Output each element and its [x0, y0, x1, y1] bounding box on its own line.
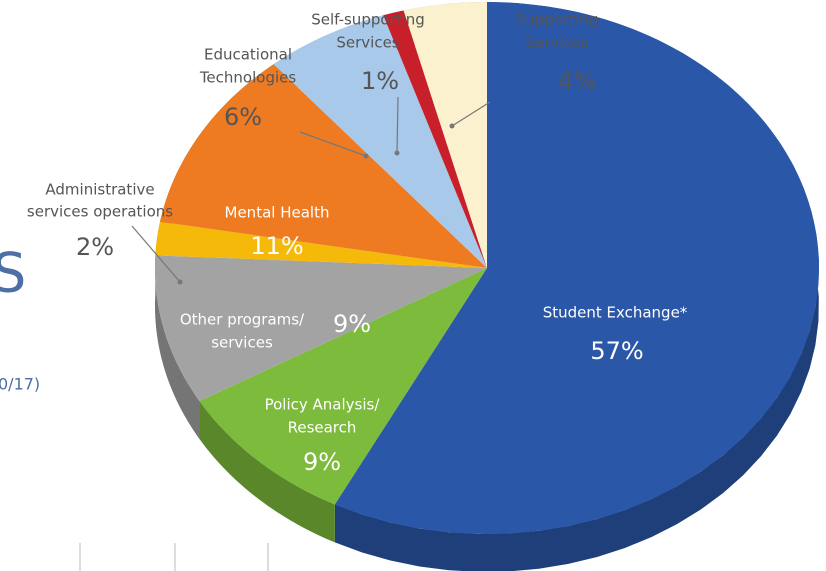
leader-dot	[177, 279, 183, 285]
slice-side	[199, 401, 335, 543]
slice-label: Technologies	[199, 69, 297, 87]
value-label: 9%	[303, 448, 341, 476]
slice-label: Services	[525, 34, 588, 52]
slice-label: Supporting	[516, 11, 599, 29]
slice	[383, 10, 487, 269]
labels: Student Exchange* 57% Policy Analysis/Rese…	[27, 11, 688, 477]
leader-line	[451, 101, 491, 127]
slice	[334, 2, 819, 534]
value-label: 4%	[558, 67, 596, 95]
background-text: 0/17)	[0, 375, 40, 394]
slice-label: Policy Analysis/	[265, 396, 381, 414]
value-label: 2%	[76, 233, 114, 261]
value-label: 6%	[224, 103, 262, 131]
leader-dot	[449, 123, 455, 129]
slice-label: services operations	[27, 203, 173, 221]
value-label: 1%	[361, 67, 399, 95]
value-label: 11%	[250, 232, 303, 260]
slice	[403, 2, 487, 268]
slice	[155, 255, 487, 401]
slice-label: Mental Health	[225, 204, 330, 222]
background-text: S	[0, 242, 26, 305]
leader-dot	[394, 150, 400, 156]
value-label: 57%	[590, 337, 643, 365]
leader-line	[131, 225, 181, 283]
slice	[160, 64, 487, 268]
value-label: 9%	[333, 310, 371, 338]
leader-line	[396, 96, 399, 154]
slice	[199, 268, 488, 505]
pie-tops	[155, 2, 819, 534]
leader-line	[299, 131, 367, 157]
slice-label: Other programs/	[180, 311, 305, 329]
slice	[273, 15, 487, 269]
slice-label: Administrative	[45, 181, 154, 199]
leader-dot	[363, 153, 369, 159]
slice-label: Research	[288, 419, 357, 437]
slice-label: Self-supporting	[311, 11, 425, 29]
slice-label: services	[211, 334, 273, 352]
slice	[155, 221, 487, 268]
slice-label: Educational	[204, 46, 292, 64]
slice-side	[155, 255, 200, 439]
slice-label: Student Exchange*	[543, 304, 688, 322]
slice-label: Services	[336, 34, 399, 52]
